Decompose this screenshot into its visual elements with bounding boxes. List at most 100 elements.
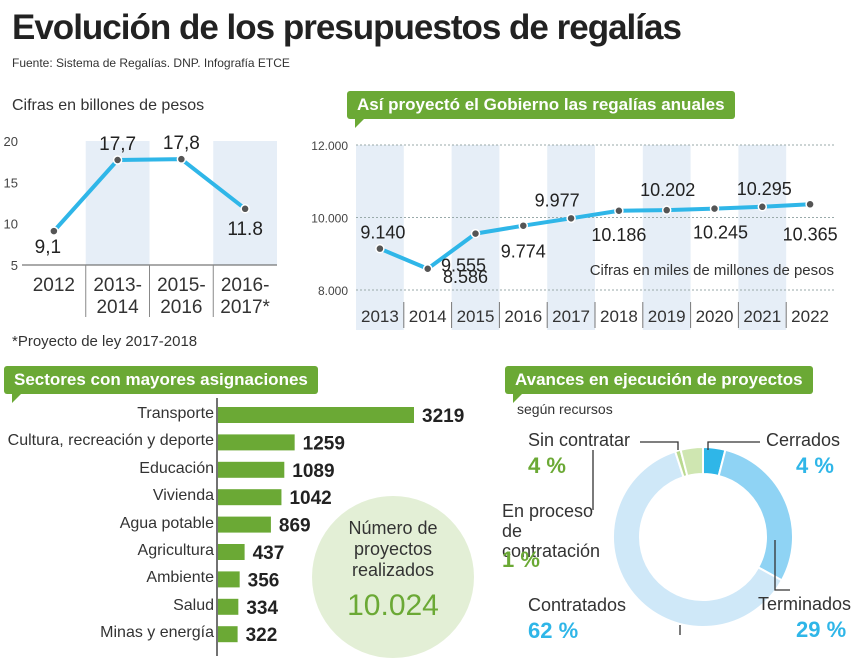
chart2-ytick: 12.000 — [311, 139, 348, 153]
chart2-point-2 — [470, 228, 481, 239]
sector-label-6: Ambiente — [146, 569, 214, 587]
chart1-point-0 — [49, 226, 59, 236]
chart3-value-label-7: 334 — [246, 598, 278, 619]
page-title: Evolución de los presupuestos de regalía… — [12, 8, 682, 47]
chart1-value-label-3: 11.8 — [227, 219, 263, 240]
chart2-point-7 — [709, 203, 720, 214]
chart2-units: Cifras en miles de millones de pesos — [590, 262, 834, 279]
chart1-xtick-1: 2013- — [93, 275, 142, 296]
sector-label-8: Minas y energía — [100, 624, 214, 642]
sector-label-3: Vivienda — [152, 487, 214, 505]
chart3-value-label-1: 1259 — [303, 433, 345, 454]
chart3-value-label-5: 437 — [253, 543, 285, 564]
chart3-bar-2 — [218, 461, 285, 478]
badge-title: Número de proyectos realizados — [348, 518, 438, 580]
chart3-bar-5 — [218, 544, 245, 560]
chart2-value-label-8: 10.295 — [737, 179, 792, 199]
chart2-xtick-8: 2021 — [743, 307, 781, 326]
leader-cerrados — [707, 441, 760, 450]
chart2-series-line — [379, 202, 811, 271]
source-note: Fuente: Sistema de Regalías. DNP. Infogr… — [12, 56, 290, 70]
sector-label-2: Educación — [139, 459, 214, 477]
donut-slice-1 — [717, 448, 794, 582]
chart1-xtick-3: 2017* — [220, 297, 270, 318]
chart1-ytick: 20 — [4, 134, 18, 149]
chart2-value-label-4: 9.977 — [535, 190, 580, 210]
chart1-value-label-2: 17,8 — [163, 133, 200, 154]
badge-value: 10.024 — [347, 589, 439, 622]
sector-label-0: Transporte — [137, 405, 214, 422]
chart1-point-2 — [176, 154, 187, 164]
leader-sin-contratar — [640, 441, 679, 450]
chart1-xtick-1: 2014 — [96, 297, 139, 318]
execution-donut-chart — [592, 441, 794, 635]
chart3-bar-0 — [218, 407, 414, 423]
sectors-bar-chart: 3219 1259 1089 1042 869 437 356 334 322 — [216, 398, 464, 656]
chart2-xtick-0: 2013 — [361, 307, 399, 326]
chart3-bar-3 — [218, 489, 282, 506]
chart2-value-label-7: 10.245 — [693, 223, 748, 243]
chart3-value-label-2: 1089 — [292, 461, 334, 482]
chart2-xtick-9: 2022 — [791, 307, 829, 326]
slice-pct-contratados: 62 % — [528, 618, 579, 643]
chart2-point-3 — [518, 220, 529, 231]
chart2-value-label-1: 8.586 — [443, 267, 488, 287]
slice-pct-en-proceso: 1 % — [502, 547, 540, 572]
chart2-band-8 — [738, 145, 787, 330]
sectors-chart-title: Sectores con mayores asignaciones — [4, 366, 318, 403]
budget-line-chart: 5 10 15 20 2012 2013-2014 2015-2016 2016-2017* 9… — [4, 133, 277, 318]
chart2-value-label-0: 9.140 — [360, 223, 405, 243]
chart2-band-6 — [642, 145, 691, 330]
chart1-ytick: 10 — [4, 217, 18, 232]
projects-count-badge: Número de proyectos realizados 10.024 — [312, 496, 474, 658]
chart3-bar-6 — [218, 571, 240, 588]
chart2-value-label-3: 9.774 — [501, 242, 546, 262]
sector-label-7: Salud — [173, 596, 214, 614]
chart2-ytick: 10.000 — [311, 212, 348, 226]
sector-label-4: Agua potable — [119, 514, 214, 532]
chart1-ytick: 5 — [11, 258, 18, 273]
chart3-value-label-3: 1042 — [289, 488, 331, 509]
chart1-value-label-0: 9,1 — [35, 237, 61, 258]
chart2-xtick-6: 2019 — [648, 307, 686, 326]
execution-chart-subtitle: según recursos — [517, 401, 613, 417]
chart2-value-label-6: 10.202 — [640, 180, 695, 200]
chart2-band-0 — [356, 145, 404, 330]
chart3-value-label-0: 3219 — [422, 406, 464, 427]
projection-chart-title: Así proyectó el Gobierno las regalías an… — [347, 91, 735, 128]
chart3-bar-1 — [218, 434, 295, 451]
slice-label-contratados: Contratados — [528, 595, 627, 615]
chart3-bar-7 — [218, 598, 239, 615]
chart3-bar-8 — [218, 626, 238, 643]
chart3-value-label-6: 356 — [248, 570, 280, 591]
slice-label-en-proceso: En proceso de contratación — [502, 501, 601, 561]
donut-slice-2 — [612, 450, 784, 628]
chart3-value-label-4: 869 — [279, 516, 311, 537]
chart2-point-0 — [375, 243, 385, 254]
chart2-band-4 — [547, 145, 595, 330]
chart2-xtick-7: 2020 — [696, 307, 734, 326]
chart1-footnote: *Proyecto de ley 2017-2018 — [12, 333, 198, 350]
chart1-band-3 — [213, 141, 277, 265]
chart1-xtick-2: 2015- — [157, 275, 206, 296]
chart2-point-5 — [614, 206, 624, 216]
slice-pct-sin-contratar: 4 % — [528, 453, 566, 478]
projection-line-chart: 8.000 10.000 12.000 2013 2014 2015 2016 2017 201… — [311, 139, 838, 330]
chart2-value-label-5: 10.186 — [591, 225, 646, 245]
chart3-bar-4 — [218, 516, 271, 533]
sector-label-1: Cultura, recreación y deporte — [7, 432, 214, 450]
chart1-value-label-1: 17,7 — [99, 134, 136, 155]
chart2-xtick-3: 2016 — [504, 307, 542, 326]
chart2-point-4 — [566, 213, 576, 224]
chart2-value-label-2: 9.555 — [441, 256, 486, 276]
chart2-xtick-2: 2015 — [457, 307, 495, 326]
chart2-ytick: 8.000 — [318, 284, 348, 298]
slice-pct-cerrados: 4 % — [796, 453, 834, 478]
chart1-xtick-3: 2016- — [221, 275, 270, 296]
chart3-value-label-8: 322 — [246, 625, 278, 646]
slice-label-cerrados: Cerrados — [766, 430, 841, 450]
chart1-point-3 — [240, 204, 250, 214]
leader-terminados — [774, 540, 790, 591]
chart2-point-9 — [805, 199, 815, 210]
chart1-ytick: 15 — [4, 175, 18, 190]
